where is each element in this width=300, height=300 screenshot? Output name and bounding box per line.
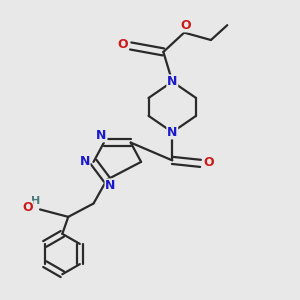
Text: O: O [22,202,33,214]
Text: O: O [203,156,214,169]
Text: H: H [31,196,40,206]
Text: N: N [96,129,107,142]
Text: N: N [105,179,116,192]
Text: O: O [117,38,128,51]
Text: O: O [180,19,191,32]
Text: N: N [167,126,178,139]
Text: N: N [80,155,90,168]
Text: N: N [167,75,178,88]
